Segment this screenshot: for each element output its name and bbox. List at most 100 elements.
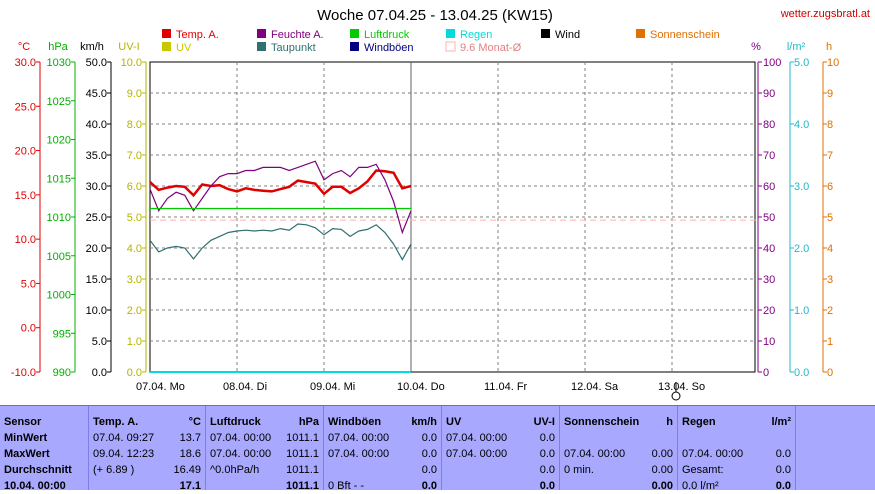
rain-tick-label: 2.0 [794,243,809,255]
stats-pressure-column: Luftdruck hPa 07.04. 00:00 1011.1 07.04. 0… [205,406,323,492]
uv-tick-label: 4.0 [127,243,142,255]
temp-min-time: 07.04. 09:27 [93,432,155,444]
plot-area: 07.04. Mo 08.04. Di 09.04. Mi 10.04. Do 11.0… [136,61,759,401]
sun-tick-label: 8 [827,119,833,131]
sunshine-max-value: 0.00 [651,448,673,460]
uv-tick-label: 0.0 [127,367,142,379]
sun-tick-label: 10 [827,57,839,69]
uv-current-value: 0.0 [539,480,555,492]
legend-label: Temp. A. [176,29,219,41]
sun-tick-label: 5 [827,212,833,224]
legend-label: Taupunkt [271,42,316,54]
uv-tick-label: 8.0 [127,119,142,131]
gust-unit: km/h [411,416,437,428]
legend-swatch [162,29,171,38]
temp-tick-label: 20.0 [15,146,36,158]
pct-tick-label: 90 [763,88,775,100]
series-feuchte-a- [149,160,412,235]
pressure-min-time: 07.04. 00:00 [210,432,272,444]
legend-swatch [636,29,645,38]
rain-axis-unit: l/m² [787,41,806,53]
pct-tick-label: 50 [763,212,775,224]
day-label: 11.04. Fr [484,381,528,393]
temp-avg-value: 16.49 [173,464,201,476]
pct-tick-label: 60 [763,181,775,193]
temp-avg-delta: (+ 6.89 ) [93,464,135,476]
hpa-tick-label: 1010 [47,212,71,224]
statistics-table: Sensor MinWert MaxWert Durchschnitt 10.0… [0,405,875,492]
hpa-tick-label: 1030 [47,57,71,69]
hpa-axis-unit: hPa [48,41,68,53]
kmh-tick-label: 45.0 [86,88,107,100]
series-temp-a- [149,169,412,198]
hpa-tick-label: 1020 [47,135,71,147]
legend-label: UV [176,42,192,54]
day-label: 08.04. Di [223,381,267,393]
hpa-tick-label: 990 [53,367,71,379]
temp-tick-label: 15.0 [15,190,36,202]
kmh-tick-label: 30.0 [86,181,107,193]
weather-chart: Woche 07.04.25 - 13.04.25 (KW15) wetter.… [11,7,870,401]
legend-swatch [541,29,550,38]
now-marker-circle [671,391,681,401]
uv-title: UV [446,416,462,428]
maxwert-label: MaxWert [4,448,50,460]
uv-max-value: 0.0 [539,448,555,460]
kmh-tick-label: 25.0 [86,212,107,224]
pressure-avg-value: 1011.1 [286,464,319,476]
gust-avg-value: 0.0 [421,464,437,476]
day-label: 07.04. Mo [136,381,185,393]
pressure-unit: hPa [298,416,319,428]
sunshine-minutes: 0 min. [564,464,594,476]
uv-tick-label: 3.0 [127,274,142,286]
legend-label: 9.6 Monat-Ø [460,42,522,54]
sun-tick-label: 4 [827,243,833,255]
legend-label: Sonnenschein [650,29,720,41]
durchschnitt-label: Durchschnitt [4,464,72,476]
hpa-tick-label: 1005 [47,251,71,263]
kmh-tick-label: 10.0 [86,305,107,317]
rain-tick-label: 1.0 [794,305,809,317]
pressure-current-value: 1011.1 [285,480,319,492]
rain-tick-label: 5.0 [794,57,809,69]
series-taupunkt [149,223,412,261]
uv-tick-label: 6.0 [127,181,142,193]
legend-label: Regen [460,29,492,41]
sun-tick-label: 9 [827,88,833,100]
temp-title: Temp. A. [93,416,139,428]
temp-tick-label: 10.0 [15,234,36,246]
legend-label: Wind [555,29,580,41]
uv-tick-label: 10.0 [121,57,142,69]
legend-swatch [162,42,171,51]
uv-tick-label: 5.0 [127,212,142,224]
kmh-tick-label: 5.0 [92,336,107,348]
stats-sunshine-column: Sonnenschein h 07.04. 00:00 0.00 0 min. 0.0… [559,406,677,492]
temp-current-value: 17.1 [179,480,201,492]
temp-tick-label: -10.0 [11,367,36,379]
rain-current-value: 0.0 [775,480,791,492]
pressure-max-time: 07.04. 00:00 [210,448,272,460]
stats-empty-column [795,406,875,490]
uv-tick-label: 9.0 [127,88,142,100]
kmh-tick-label: 35.0 [86,150,107,162]
rain-total-value: 0.0 [775,464,791,476]
rain-tick-label: 0.0 [794,367,809,379]
sun-tick-label: 3 [827,274,833,286]
temp-min-value: 13.7 [179,432,201,444]
rain-tick-label: 4.0 [794,119,809,131]
rain-title: Regen [682,416,716,428]
minwert-label: MinWert [4,432,48,444]
axis-units: °C30.025.020.015.010.05.00.0-10.0hPa1030… [11,41,839,379]
uv-tick-label: 1.0 [127,336,142,348]
rain-current-amount: 0.0 l/m² [682,480,719,492]
gust-max-value: 0.0 [421,448,437,460]
site-link[interactable]: wetter.zugsbratl.at [780,8,870,20]
temp-axis-unit: °C [18,41,30,53]
sunshine-unit: h [666,416,673,428]
temp-unit: °C [188,416,201,428]
day-label: 12.04. Sa [571,381,619,393]
pct-tick-label: 80 [763,119,775,131]
sun-axis-unit: h [826,41,832,53]
pct-tick-label: 100 [763,57,781,69]
legend-swatch [350,42,359,51]
